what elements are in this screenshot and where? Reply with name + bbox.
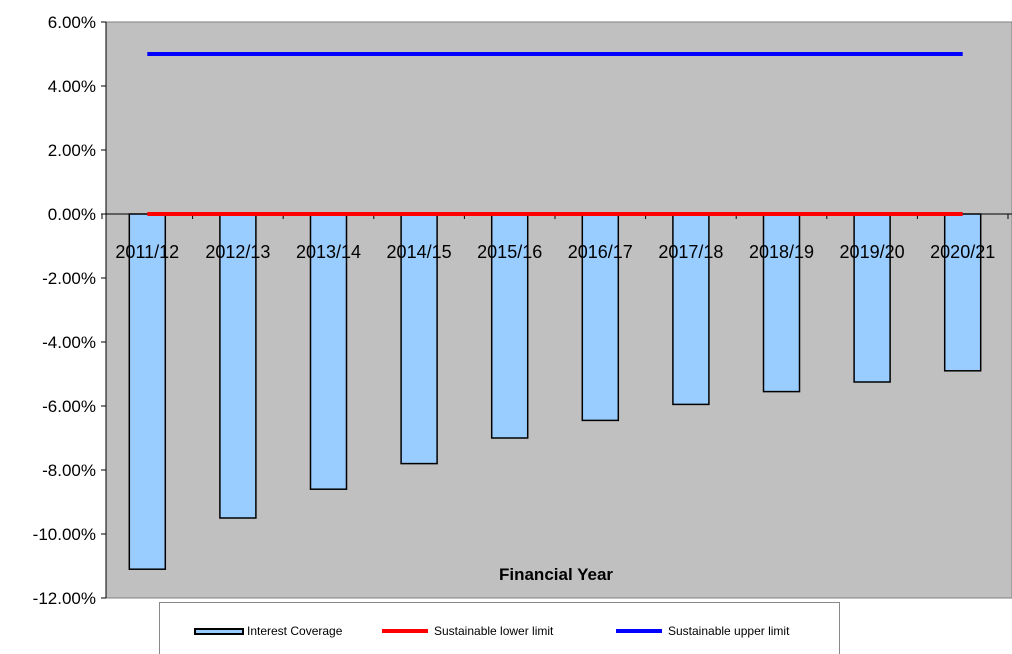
- legend-item-upper-limit: Sustainable upper limit: [616, 624, 789, 638]
- legend-label-lower-limit: Sustainable lower limit: [434, 624, 554, 638]
- bar: [943, 213, 982, 372]
- bar: [219, 213, 257, 519]
- y-tick-label: -10.00%: [33, 525, 96, 544]
- x-tick-label: 2018/19: [749, 242, 814, 262]
- y-tick-label: -6.00%: [42, 397, 96, 416]
- x-tick-label: 2016/17: [568, 242, 633, 262]
- bar: [853, 213, 891, 383]
- bar: [400, 213, 438, 465]
- legend: Interest Coverage Sustainable lower limi…: [159, 602, 840, 654]
- x-tick-label: 2014/15: [387, 242, 452, 262]
- legend-swatch-interest-coverage: [194, 627, 244, 635]
- x-tick-label: 2019/20: [840, 242, 905, 262]
- bar: [762, 213, 801, 393]
- bar: [490, 213, 529, 439]
- legend-item-interest-coverage: Interest Coverage: [194, 624, 342, 638]
- y-tick-label: -2.00%: [42, 269, 96, 288]
- bar: [128, 213, 167, 570]
- y-tick-label: 4.00%: [48, 77, 96, 96]
- y-tick-label: 6.00%: [48, 13, 96, 32]
- x-axis-title: Financial Year: [499, 565, 613, 584]
- legend-item-lower-limit: Sustainable lower limit: [382, 624, 553, 638]
- bar: [309, 213, 348, 490]
- x-tick-label: 2017/18: [658, 242, 723, 262]
- y-tick-label: -12.00%: [33, 589, 96, 608]
- x-tick-label: 2012/13: [205, 242, 270, 262]
- bar: [581, 213, 620, 422]
- x-tick-label: 2011/12: [115, 242, 179, 262]
- bar: [672, 213, 710, 406]
- x-tick-label: 2015/16: [477, 242, 542, 262]
- x-tick-label: 2020/21: [930, 242, 995, 262]
- legend-swatch-lower-limit: [382, 629, 428, 633]
- x-tick-label: 2013/14: [296, 242, 361, 262]
- legend-label-upper-limit: Sustainable upper limit: [668, 624, 790, 638]
- y-tick-label: -8.00%: [42, 461, 96, 480]
- legend-swatch-upper-limit: [616, 629, 662, 633]
- legend-label-interest-coverage: Interest Coverage: [247, 624, 343, 638]
- y-tick-label: -4.00%: [42, 333, 96, 352]
- y-tick-label: 0.00%: [48, 205, 96, 224]
- y-tick-label: 2.00%: [48, 141, 96, 160]
